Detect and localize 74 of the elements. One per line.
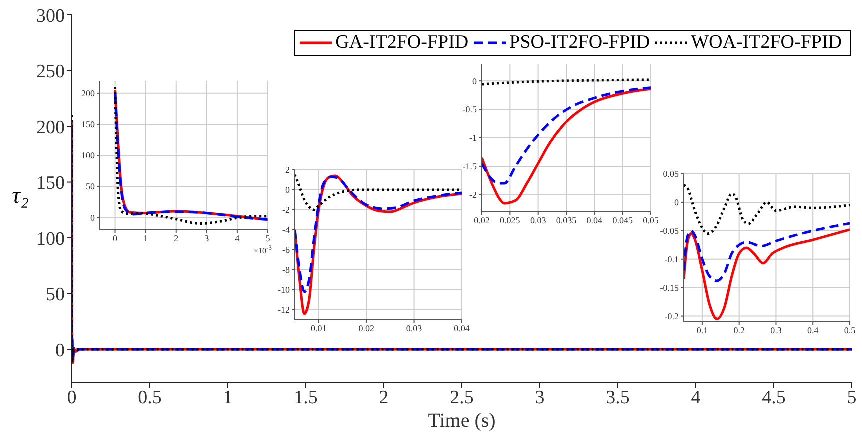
x-tick-label: 0.035: [556, 215, 578, 226]
y-tick-label: -0.5: [462, 104, 478, 115]
y-tick-label: -8: [282, 265, 290, 276]
y-tick-label: -0.1: [664, 254, 679, 265]
y-tick-label: -0.2: [664, 312, 679, 322]
x-tick-label: 0.03: [406, 323, 423, 334]
y-tick-label: 200: [36, 117, 65, 138]
line-series: [684, 222, 850, 282]
y-tick-label: -1.5: [462, 162, 478, 172]
x-tick-label: 5: [266, 233, 271, 244]
x-tick-label: 0.05: [643, 215, 660, 226]
x-tick-label: 4: [691, 387, 702, 408]
y-tick-label: -2: [282, 205, 290, 216]
y-tick-label: 0: [56, 340, 65, 362]
legend-label: WOA-IT2FO-FPID: [691, 32, 842, 54]
legend-label: GA-IT2FO-FPID: [336, 32, 469, 54]
x-tick-label: 0.3: [770, 325, 782, 336]
y-axis-title: τ₂: [12, 183, 29, 210]
x-tick-label: 0.03: [530, 215, 547, 226]
y-tick-label: 0: [674, 198, 680, 208]
line-series: [482, 86, 651, 185]
line-series: [684, 184, 850, 236]
x-tick-label: 3.5: [606, 387, 630, 408]
x-tick-label: 0.02: [474, 215, 490, 226]
y-tick-label: -6: [282, 245, 290, 256]
x-tick-label: 0.5: [138, 387, 162, 408]
y-tick-label: 50: [46, 284, 65, 306]
y-tick-label: -2: [470, 190, 477, 200]
y-tick-label: -10: [278, 285, 290, 296]
x-tick-label: 0.5: [844, 325, 856, 336]
y-tick-label: 0: [472, 76, 478, 86]
x-axis-title: ×10$^{-3}$: [252, 245, 272, 256]
y-tick-label: 2: [286, 165, 290, 176]
y-tick-label: -0.05: [660, 226, 680, 236]
y-tick-label: -12: [278, 305, 290, 316]
x-tick-label: 2: [379, 387, 389, 408]
y-tick-label: -4: [282, 225, 290, 236]
x-tick-label: 3: [204, 233, 210, 244]
y-tick-label: 300: [36, 6, 65, 27]
line-series: [295, 174, 462, 212]
x-tick-label: 1: [144, 233, 148, 244]
y-tick-label: 200: [82, 88, 96, 99]
x-tick-label: 1.5: [294, 387, 318, 408]
x-tick-label: 1: [223, 387, 233, 408]
line-series: [295, 176, 462, 294]
x-axis-title: Time (s): [427, 410, 497, 433]
x-tick-label: 0.04: [454, 323, 470, 334]
y-tick-label: 50: [86, 182, 96, 192]
x-tick-label: 3: [535, 387, 545, 408]
y-tick-label: 0: [286, 185, 290, 196]
x-tick-label: 2.5: [450, 387, 474, 408]
x-tick-label: 0.1: [696, 325, 708, 336]
x-tick-label: 5: [847, 387, 857, 408]
legend-label: PSO-IT2FO-FPID: [510, 32, 650, 54]
x-tick-label: 0.025: [500, 215, 521, 226]
y-tick-label: -1: [470, 133, 477, 144]
x-tick-label: 0.01: [310, 323, 327, 334]
x-tick-label: 4.5: [762, 387, 786, 408]
x-tick-label: 0.04: [586, 215, 604, 226]
x-tick-label: 2: [174, 233, 179, 244]
x-tick-label: 0.045: [612, 215, 634, 226]
y-tick-label: -0.15: [660, 283, 680, 294]
x-tick-label: 0.2: [734, 325, 745, 336]
y-tick-label: 150: [36, 173, 65, 194]
x-tick-label: 0: [113, 233, 118, 244]
x-tick-label: 4: [235, 233, 240, 244]
x-tick-label: 0.02: [358, 323, 374, 334]
y-tick-label: 0.05: [663, 169, 680, 180]
x-tick-label: 0.4: [807, 325, 820, 336]
y-tick-label: 250: [36, 62, 65, 83]
y-tick-label: 150: [82, 120, 96, 130]
y-tick-label: 100: [82, 150, 96, 161]
y-tick-label: 100: [36, 228, 65, 250]
line-series: [482, 88, 651, 205]
